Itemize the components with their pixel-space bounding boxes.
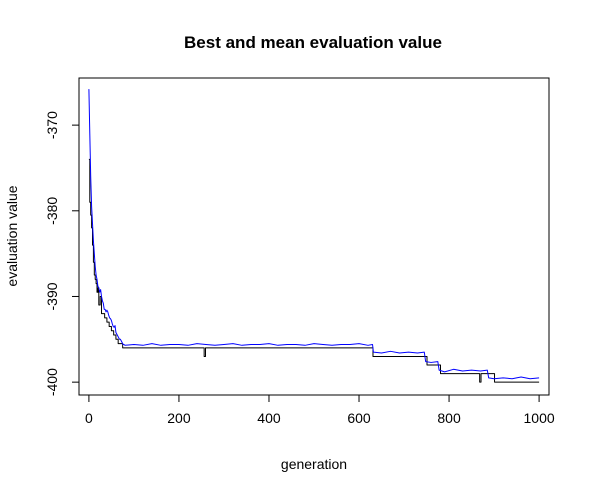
x-tick-label: 800 — [437, 410, 461, 426]
x-tick-label: 200 — [167, 410, 191, 426]
y-axis: -370 -380 -390 -400 — [44, 111, 80, 396]
y-axis-label: evaluation value — [4, 185, 20, 286]
x-tick-label: 400 — [257, 410, 281, 426]
x-axis-label: generation — [281, 456, 347, 472]
best-value-series-line — [88, 158, 540, 383]
series-layer — [88, 89, 540, 383]
x-tick-label: 600 — [347, 410, 371, 426]
mean-value-series-line — [88, 89, 540, 380]
y-tick-label: -400 — [44, 368, 60, 396]
chart-title: Best and mean evaluation value — [184, 33, 442, 52]
y-tick-label: -380 — [44, 197, 60, 225]
x-axis: 0 200 400 600 800 1000 — [85, 394, 555, 426]
x-tick-label: 0 — [85, 410, 93, 426]
y-tick-label: -390 — [44, 282, 60, 310]
y-tick-label: -370 — [44, 111, 60, 139]
x-tick-label: 1000 — [524, 410, 555, 426]
